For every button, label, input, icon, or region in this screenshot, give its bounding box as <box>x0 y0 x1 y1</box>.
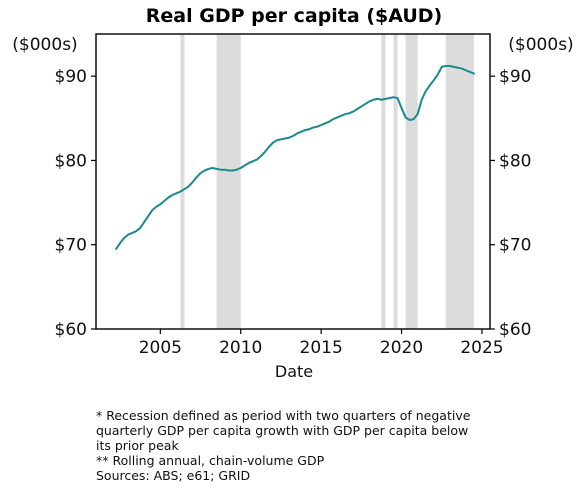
x-tick-label: 2005 <box>139 338 182 358</box>
footnote-line: its prior peak <box>96 438 179 453</box>
recession-band <box>381 34 386 329</box>
x-tick-label: 2010 <box>219 338 262 358</box>
y-ticks: $60 $60 $70 $70 $80 $80 $90 $90 <box>55 67 532 340</box>
y-tick-label-right: $90 <box>499 67 531 87</box>
footnote-line: quarterly GDP per capita growth with GDP… <box>96 423 469 438</box>
y-tick-label-right: $60 <box>499 320 531 340</box>
recession-band <box>216 34 241 329</box>
x-tick-label: 2015 <box>300 338 343 358</box>
recession-band <box>180 34 185 329</box>
y-axis-label-right: ($000s) <box>508 35 573 55</box>
gdp-per-capita-line <box>115 65 475 250</box>
gdp-series <box>115 65 475 250</box>
x-axis-label: Date <box>275 362 313 381</box>
x-ticks: 2005 2010 2015 2020 2025 <box>139 329 504 358</box>
footnote-line: * Recession defined as period with two q… <box>96 408 471 423</box>
y-tick-label-left: $80 <box>55 151 87 171</box>
plot-frame <box>95 33 491 330</box>
x-tick-label: 2025 <box>460 338 503 358</box>
chart-canvas: Real GDP per capita ($AUD) ($000s) ($000… <box>12 5 573 381</box>
y-tick-label-left: $90 <box>55 67 87 87</box>
y-tick-label-left: $60 <box>55 320 87 340</box>
y-tick-label-right: $80 <box>499 151 531 171</box>
footnotes: * Recession defined as period with two q… <box>96 408 566 483</box>
recession-band <box>445 34 474 329</box>
footnote-line: ** Rolling annual, chain-volume GDP <box>96 453 325 468</box>
footnote-line: Sources: ABS; e61; GRID <box>96 468 251 483</box>
y-tick-label-right: $70 <box>499 236 531 256</box>
chart-title: Real GDP per capita ($AUD) <box>146 5 442 27</box>
y-tick-label-left: $70 <box>55 236 87 256</box>
x-tick-label: 2020 <box>380 338 423 358</box>
recession-band <box>405 34 418 329</box>
y-axis-label-left: ($000s) <box>12 35 77 55</box>
recession-band <box>393 34 398 329</box>
recession-bands <box>180 34 474 329</box>
